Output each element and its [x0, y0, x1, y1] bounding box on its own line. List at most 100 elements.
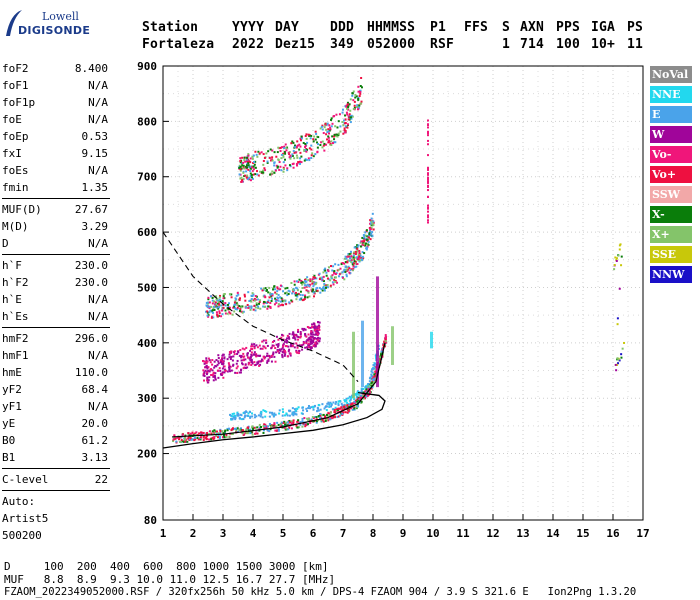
echo-dot — [257, 361, 260, 364]
echo-dot — [312, 138, 315, 141]
echo-dot — [345, 397, 348, 400]
echo-dot — [270, 354, 273, 357]
echo-dot — [293, 289, 296, 292]
echo-dot — [427, 123, 429, 126]
echo-dot — [238, 166, 241, 169]
echo-dot — [213, 305, 216, 308]
echo-dot — [218, 312, 221, 315]
y-tick-label: 80 — [144, 514, 157, 527]
echo-dot — [232, 364, 235, 367]
echo-dot — [272, 353, 275, 356]
echo-dot — [227, 305, 230, 308]
echo-dot — [292, 414, 295, 417]
echo-dot — [371, 371, 374, 374]
echo-dot — [310, 418, 313, 421]
echo-dot — [307, 342, 310, 345]
echo-dot — [317, 336, 320, 339]
echo-dot — [348, 113, 351, 116]
echo-dot — [307, 157, 310, 160]
echo-dot — [196, 436, 199, 439]
echo-dot — [206, 311, 209, 314]
echo-dot — [232, 355, 235, 358]
echo-dot — [341, 108, 344, 111]
echo-dot — [350, 255, 353, 258]
echo-dot — [250, 298, 253, 301]
echo-dot — [207, 298, 210, 301]
echo-dot — [327, 401, 330, 404]
echo-dot — [303, 286, 306, 289]
echo-dot — [275, 425, 278, 428]
header-label-9: PPS — [556, 20, 581, 35]
header-value-11: 11 — [627, 37, 644, 52]
echo-dot — [351, 408, 354, 411]
echo-dot — [233, 310, 236, 313]
echo-dot — [226, 312, 229, 315]
echo-dot — [259, 363, 262, 366]
echo-dot — [295, 162, 298, 165]
echo-dot — [279, 165, 282, 168]
echo-dot — [260, 360, 263, 363]
echo-dot — [308, 344, 311, 347]
x-tick-label: 5 — [280, 527, 287, 540]
echo-dot — [258, 364, 261, 367]
echo-dot — [329, 279, 332, 282]
echo-dot — [369, 391, 372, 394]
echo-dot — [244, 174, 247, 177]
echo-dot — [301, 327, 304, 330]
echo-dot — [365, 388, 368, 391]
echo-dot — [307, 133, 310, 136]
echo-dot — [278, 348, 281, 351]
echo-dot — [209, 361, 212, 364]
echo-dot — [298, 352, 301, 355]
echo-dot — [348, 257, 351, 260]
echo-dot — [273, 161, 276, 164]
echo-dot — [207, 296, 210, 299]
echo-dot — [273, 171, 276, 174]
echo-dot — [320, 278, 323, 281]
echo-dot — [217, 315, 220, 318]
echo-dot — [341, 262, 344, 265]
echo-dot — [279, 349, 282, 352]
param-separator — [2, 254, 110, 255]
echo-dot — [309, 347, 312, 350]
echo-dot — [280, 153, 283, 156]
echo-dot — [302, 422, 305, 425]
echo-dot — [329, 414, 332, 417]
echo-dot — [355, 406, 358, 409]
echo-dot — [271, 294, 274, 297]
echo-dot — [228, 367, 231, 370]
echo-dot — [276, 166, 279, 169]
echo-dot — [349, 98, 352, 101]
param-separator — [2, 490, 110, 491]
echo-dot — [282, 170, 285, 173]
echo-dot — [323, 287, 326, 290]
echo-dot — [288, 337, 291, 340]
echo-dot — [326, 286, 329, 289]
echo-dot — [268, 286, 271, 289]
echo-dot — [359, 254, 362, 257]
echo-dot — [239, 369, 242, 372]
echo-dot — [205, 373, 208, 376]
echo-dot — [245, 158, 248, 161]
echo-dot — [275, 301, 278, 304]
echo-dot — [314, 404, 317, 407]
echo-dot — [313, 325, 316, 328]
echo-dot — [254, 160, 257, 163]
echo-dot — [314, 283, 317, 286]
echo-dot — [314, 333, 317, 336]
echo-spike — [352, 331, 355, 399]
echo-dot — [254, 306, 257, 309]
echo-dot — [247, 158, 250, 161]
echo-dot — [305, 137, 308, 140]
header-value-10: 10+ — [591, 37, 616, 52]
echo-dot — [223, 357, 226, 360]
echo-dot — [275, 343, 278, 346]
echo-dot — [239, 168, 242, 171]
echo-dot — [258, 426, 261, 429]
echo-dot — [181, 433, 184, 436]
echo-dot — [282, 421, 285, 424]
echo-dot — [619, 243, 622, 246]
echo-dot — [616, 357, 619, 360]
echo-dot — [380, 352, 383, 355]
echo-dot — [223, 431, 226, 434]
